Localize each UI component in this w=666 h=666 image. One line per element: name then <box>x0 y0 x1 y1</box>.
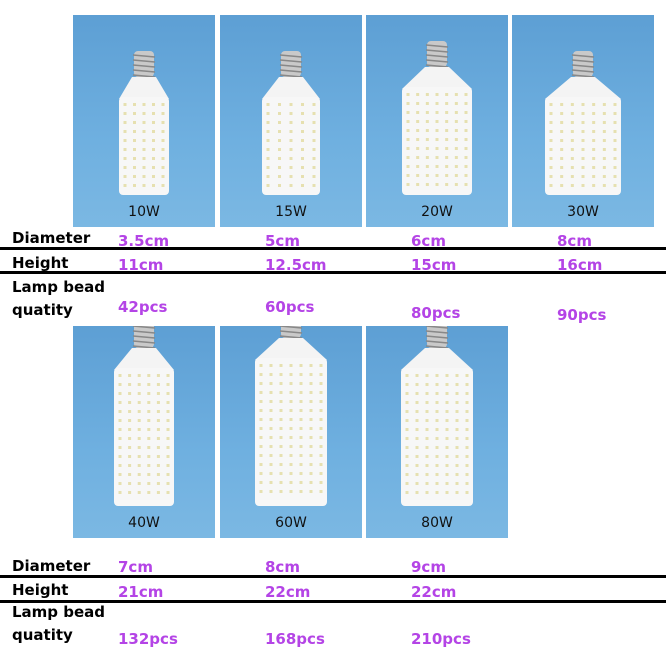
height-value: 11cm <box>118 256 164 274</box>
beads-value: 60pcs <box>265 298 315 316</box>
row-label: Lamp bead quatity <box>12 278 106 319</box>
bulb-image <box>114 326 174 506</box>
power-label: 40W <box>128 515 160 531</box>
product-photo <box>220 326 362 538</box>
beads-value: 80pcs <box>411 304 461 322</box>
beads-value: 168pcs <box>265 630 325 648</box>
diameter-value: 5cm <box>265 232 300 250</box>
bulb-image <box>401 326 473 506</box>
product-photo <box>512 15 654 227</box>
diameter-value: 8cm <box>557 232 592 250</box>
beads-value: 42pcs <box>118 298 168 316</box>
power-label: 30W <box>567 204 599 220</box>
power-label: 80W <box>421 515 453 531</box>
row-label: Height <box>12 581 69 599</box>
beads-value: 210pcs <box>411 630 471 648</box>
product-photo <box>366 326 508 538</box>
bulb-image <box>119 51 169 195</box>
height-value: 15cm <box>411 256 457 274</box>
row-label: Diameter <box>12 229 91 247</box>
bulb-image <box>262 51 320 195</box>
diameter-value: 7cm <box>118 558 153 576</box>
product-photo <box>366 15 508 227</box>
power-label: 60W <box>275 515 307 531</box>
diameter-value: 9cm <box>411 558 446 576</box>
divider <box>0 271 666 274</box>
diameter-value: 3.5cm <box>118 232 170 250</box>
height-value: 16cm <box>557 256 603 274</box>
row-label: Diameter <box>12 557 91 575</box>
power-label: 20W <box>421 204 453 220</box>
bulb-image <box>545 51 621 195</box>
diameter-value: 8cm <box>265 558 300 576</box>
bulb-image <box>402 41 472 195</box>
row-label: Lamp bead quatity <box>12 603 106 644</box>
product-photo <box>220 15 362 227</box>
power-label: 15W <box>275 204 307 220</box>
diameter-value: 6cm <box>411 232 446 250</box>
row-label: Height <box>12 254 69 272</box>
divider <box>0 575 666 578</box>
product-photo <box>73 15 215 227</box>
beads-value: 90pcs <box>557 306 607 324</box>
divider <box>0 247 666 250</box>
height-value: 21cm <box>118 583 164 601</box>
beads-value: 132pcs <box>118 630 178 648</box>
height-value: 22cm <box>265 583 311 601</box>
product-photo <box>73 326 215 538</box>
height-value: 22cm <box>411 583 457 601</box>
divider <box>0 600 666 603</box>
power-label: 10W <box>128 204 160 220</box>
height-value: 12.5cm <box>265 256 327 274</box>
bulb-image <box>255 326 327 506</box>
